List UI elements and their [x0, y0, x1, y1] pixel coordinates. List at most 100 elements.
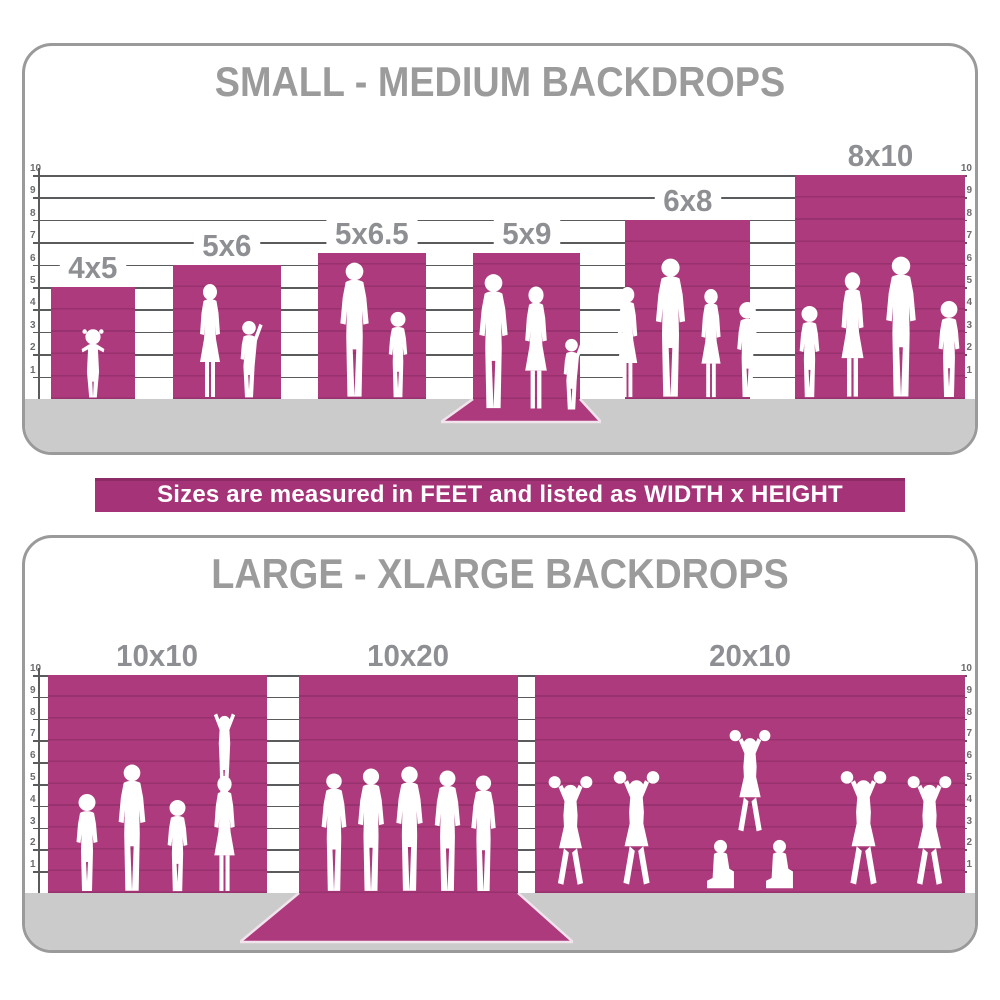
- silhouette-group: [625, 258, 750, 399]
- left-ruler-line: [38, 168, 40, 399]
- backdrop-bar-5x6-5: [318, 253, 426, 399]
- size-label: 10x10: [48, 640, 267, 672]
- axis-tick-label: 1: [966, 364, 972, 376]
- axis-tick-label: 5: [30, 772, 36, 783]
- axis-tick-label: 10: [30, 163, 42, 174]
- boy-silhouette-icon: [939, 301, 960, 397]
- man-silhouette-icon: [322, 774, 347, 891]
- size-label: 8x10: [795, 140, 965, 172]
- man-silhouette-icon: [471, 776, 495, 891]
- backdrop-bar-10x20: [299, 675, 518, 893]
- man-silhouette-icon: [119, 765, 146, 891]
- axis-tick-label: 4: [966, 793, 972, 805]
- axis-tick-label: 9: [966, 684, 972, 696]
- axis-tick-label: 10: [960, 663, 972, 674]
- woman-silhouette-icon: [842, 272, 864, 396]
- cheer-pyramid-silhouette-icon: [675, 715, 825, 893]
- girl-silhouette-icon: [168, 800, 188, 891]
- silhouette-group: [299, 766, 518, 893]
- backdrop-bar-20x10: [535, 675, 965, 893]
- silhouette-group: [535, 715, 965, 893]
- woman-silhouette-icon: [701, 289, 720, 397]
- axis-tick-label: 2: [30, 342, 36, 354]
- panel-title: SMALL - MEDIUM BACKDROPS: [214, 58, 786, 105]
- backdrop-bar-5x6: [173, 265, 281, 399]
- boy-silhouette-icon: [737, 302, 758, 397]
- axis-tick-label: 9: [30, 185, 36, 197]
- man-silhouette-icon: [435, 771, 460, 891]
- cheerleader-silhouette-icon: [549, 776, 593, 885]
- axis-tick-label: 6: [966, 252, 972, 264]
- axis-tick-label: 8: [30, 207, 36, 219]
- axis-tick-label: 9: [966, 185, 972, 197]
- woman-with-child-on-shoulders-silhouette-icon: [197, 703, 253, 893]
- child-arm-raised-silhouette-icon: [241, 321, 263, 397]
- size-label: 20x10: [535, 640, 965, 672]
- floor-sweep-10x20: [240, 892, 573, 944]
- backdrop-bar-4x5: [51, 287, 135, 399]
- axis-tick-label: 1: [30, 364, 36, 376]
- axis-tick-label: 10: [960, 163, 972, 174]
- axis-tick-label: 7: [30, 728, 36, 740]
- axis-tick-label: 2: [30, 837, 36, 849]
- man-silhouette-icon: [340, 263, 368, 397]
- panel-small-medium: SMALL - MEDIUM BACKDROPS 1 1 2 2 3 3 4 4 5 5 6 6 7 7 8…: [22, 43, 978, 455]
- axis-tick-label: 6: [966, 750, 972, 762]
- axis-tick-label: 2: [966, 837, 972, 849]
- boy-silhouette-icon: [388, 312, 406, 397]
- size-label: 10x20: [299, 640, 518, 672]
- axis-tick-label: 1: [30, 859, 36, 871]
- panel-title: LARGE - XLARGE BACKDROPS: [211, 550, 789, 597]
- man-silhouette-icon: [358, 769, 384, 891]
- axis-tick-label: 4: [30, 793, 36, 805]
- axis-tick-label: 2: [966, 342, 972, 354]
- size-label: 5x6.5: [318, 218, 426, 250]
- silhouette-group: [473, 273, 580, 411]
- floor-sweep-5x9: [441, 398, 601, 424]
- size-label: 6x8: [625, 185, 750, 217]
- axis-tick-label: 8: [966, 706, 972, 718]
- axis-tick-label: 8: [30, 706, 36, 718]
- backdrop-bar-8x10: [795, 175, 965, 399]
- axis-tick-label: 8: [966, 207, 972, 219]
- boy-silhouette-icon: [77, 794, 98, 891]
- silhouette-group: [173, 283, 281, 399]
- cheerleader-silhouette-icon: [841, 771, 887, 884]
- man-silhouette-icon: [396, 767, 422, 891]
- child-arm-raised-silhouette-icon: [563, 339, 583, 410]
- axis-tick-label: 4: [30, 297, 36, 309]
- axis-tick-label: 5: [966, 275, 972, 286]
- axis-tick-label: 3: [30, 815, 36, 827]
- silhouette-group: [51, 327, 135, 399]
- silhouette-group: [318, 262, 426, 399]
- axis-tick-label: 7: [966, 230, 972, 242]
- backdrop-bar-6x8: [625, 220, 750, 399]
- man-silhouette-icon: [656, 259, 685, 397]
- girl-silhouette-icon: [800, 306, 820, 397]
- left-ruler-line: [38, 668, 40, 893]
- size-label: 5x9: [473, 218, 580, 250]
- axis-tick-label: 4: [966, 297, 972, 309]
- size-label: 5x6: [173, 230, 281, 262]
- gridline: [33, 197, 967, 199]
- panel-large-xlarge: LARGE - XLARGE BACKDROPS 1 1 2 2 3 3 4 4 5 5 6 6 7 7 8…: [22, 535, 978, 953]
- backdrop-bar-10x10: [48, 675, 267, 893]
- axis-tick-label: 7: [966, 728, 972, 740]
- man-silhouette-icon: [886, 257, 916, 397]
- axis-tick-label: 3: [30, 319, 36, 331]
- axis-tick-label: 1: [966, 859, 972, 871]
- banner: Sizes are measured in FEET and listed as…: [95, 478, 905, 512]
- size-label: 4x5: [51, 252, 135, 284]
- man-silhouette-icon: [479, 274, 507, 408]
- axis-tick-label: 5: [966, 772, 972, 783]
- backdrop-bar-5x9: [473, 253, 580, 399]
- axis-tick-label: 9: [30, 684, 36, 696]
- toddler-girl-silhouette-icon: [82, 329, 105, 397]
- axis-tick-label: 3: [966, 319, 972, 331]
- axis-tick-label: 3: [966, 815, 972, 827]
- axis-tick-label: 6: [30, 750, 36, 762]
- woman-silhouette-icon: [525, 286, 547, 408]
- silhouette-group: [48, 703, 267, 893]
- gridline: [33, 175, 967, 177]
